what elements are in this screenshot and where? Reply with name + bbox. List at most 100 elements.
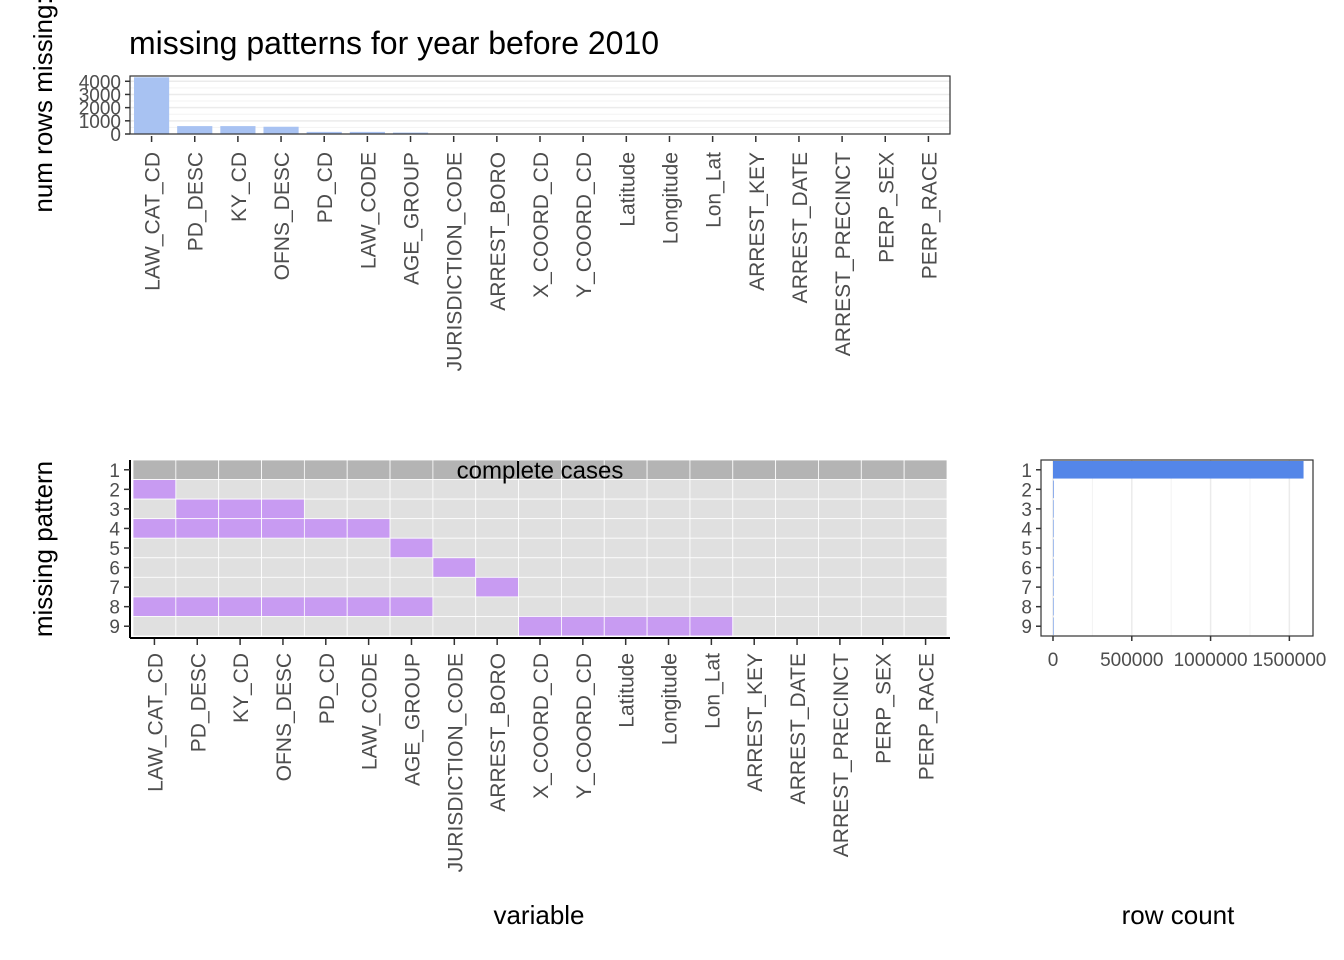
heatmap-y-tick-label: 2 — [109, 480, 120, 501]
pattern-9-arrest_key-present — [732, 616, 777, 637]
top-x-tick-label: X_COORD_CD — [530, 152, 553, 298]
row-count-y-tick-label: 3 — [1021, 500, 1032, 521]
pattern-9-arrest_precinct-present — [818, 616, 862, 637]
top-bar-ofns_desc — [263, 126, 299, 134]
pattern-7-ky_cd-present — [218, 576, 262, 598]
pattern-5-longitude-present — [646, 537, 691, 559]
top-x-tick-label: LAW_CODE — [357, 152, 380, 269]
top-x-tick-label: KY_CD — [228, 152, 251, 222]
top-x-tick-label: AGE_GROUP — [401, 152, 424, 285]
pattern-8-pd_cd-missing — [303, 596, 348, 617]
pattern-2-pd_desc-present — [175, 479, 220, 500]
pattern-3-ofns_desc-missing — [261, 498, 305, 520]
pattern-4-jurisdiction_code-present — [432, 518, 477, 539]
pattern-4-arrest_boro-present — [475, 518, 519, 539]
pattern-5-ofns_desc-present — [261, 537, 305, 559]
heatmap-y-tick-label: 3 — [109, 500, 120, 521]
heatmap-y-tick-label: 7 — [109, 578, 120, 599]
pattern-7-jurisdiction_code-present — [432, 576, 477, 598]
row-count-bar-8 — [1053, 597, 1054, 616]
top-x-tick-label: PD_DESC — [185, 152, 208, 251]
pattern-8-jurisdiction_code-present — [432, 596, 477, 617]
top-y-tick-label: 1000 — [79, 112, 121, 133]
pattern-9-y_coord_cd-missing — [561, 616, 605, 637]
pattern-8-law_code-missing — [346, 596, 391, 617]
pattern-6-pd_desc-present — [175, 557, 220, 578]
pattern-6-lon_lat-present — [689, 557, 734, 578]
row-count-bar-4 — [1053, 519, 1054, 538]
heatmap-y-tick-label: 4 — [109, 519, 120, 540]
pattern-8-perp_race-present — [903, 596, 948, 617]
pattern-1-pd_cd-present — [303, 459, 348, 480]
pattern-9-law_code-present — [346, 616, 391, 637]
pattern-8-ky_cd-missing — [218, 596, 262, 617]
pattern-9-x_coord_cd-missing — [518, 616, 562, 637]
pattern-8-pd_desc-missing — [175, 596, 220, 617]
pattern-5-lon_lat-present — [689, 537, 734, 559]
pattern-3-latitude-present — [603, 498, 648, 520]
row-count-y-tick-label: 2 — [1021, 480, 1032, 501]
row-count-x-tick-label: 1000000 — [1174, 650, 1248, 671]
pattern-3-arrest_key-present — [732, 498, 777, 520]
pattern-7-pd_cd-present — [303, 576, 348, 598]
pattern-3-pd_desc-missing — [175, 498, 220, 520]
row-count-x-tick-label: 1500000 — [1252, 650, 1326, 671]
heatmap-x-tick-label: X_COORD_CD — [530, 653, 553, 799]
heatmap-x-tick-label: KY_CD — [230, 653, 253, 723]
pattern-8-ofns_desc-missing — [261, 596, 305, 617]
row-count-y-tick-label: 4 — [1021, 519, 1032, 540]
pattern-3-perp_sex-present — [860, 498, 905, 520]
heatmap-x-tick-label: LAW_CAT_CD — [144, 653, 167, 792]
heatmap-x-tick-label: PERP_RACE — [916, 653, 939, 780]
row-count-x-tick-label: 500000 — [1100, 650, 1163, 671]
heatmap-x-tick-label: ARREST_KEY — [744, 653, 767, 792]
top-x-tick-label: Longitude — [659, 152, 682, 244]
pattern-9-longitude-missing — [646, 616, 691, 637]
pattern-8-longitude-present — [646, 596, 691, 617]
pattern-2-arrest_key-present — [732, 479, 777, 500]
top-y-tick-label: 4000 — [79, 72, 121, 93]
pattern-4-y_coord_cd-present — [561, 518, 605, 539]
pattern-6-arrest_key-present — [732, 557, 777, 578]
pattern-6-ofns_desc-present — [261, 557, 305, 578]
pattern-9-perp_sex-present — [860, 616, 905, 637]
pattern-2-perp_sex-present — [860, 479, 905, 500]
pattern-3-arrest_boro-present — [475, 498, 519, 520]
pattern-5-perp_race-present — [903, 537, 948, 559]
pattern-1-pd_desc-present — [175, 459, 220, 480]
pattern-9-arrest_boro-present — [475, 616, 519, 637]
top-y-tick-label: 2000 — [79, 99, 121, 120]
pattern-3-y_coord_cd-present — [561, 498, 605, 520]
heatmap-y-tick-label: 1 — [109, 461, 120, 482]
heatmap-x-tick-label: PERP_SEX — [873, 653, 896, 764]
top-bar-law_cat_cd — [134, 77, 170, 134]
pattern-6-perp_sex-present — [860, 557, 905, 578]
heatmap-x-axis-label: variable — [493, 900, 584, 930]
pattern-7-ofns_desc-present — [261, 576, 305, 598]
top-plot-background — [130, 76, 950, 134]
heatmap-y-tick-label: 9 — [109, 617, 120, 638]
pattern-4-pd_cd-missing — [303, 518, 348, 539]
row-count-y-tick-label: 7 — [1021, 578, 1032, 599]
heatmap-y-tick-label: 8 — [109, 598, 120, 619]
pattern-9-age_group-present — [389, 616, 434, 637]
pattern-7-perp_sex-present — [860, 576, 905, 598]
pattern-5-pd_desc-present — [175, 537, 220, 559]
pattern-5-y_coord_cd-present — [561, 537, 605, 559]
pattern-2-pd_cd-present — [303, 479, 348, 500]
pattern-9-ky_cd-present — [218, 616, 262, 637]
heatmap-x-tick-label: Longitude — [659, 653, 682, 745]
top-x-tick-label: JURISDICTION_CODE — [444, 152, 467, 371]
pattern-1-perp_race-present — [903, 459, 948, 480]
pattern-2-arrest_precinct-present — [818, 479, 862, 500]
pattern-1-perp_sex-present — [860, 459, 905, 480]
pattern-3-longitude-present — [646, 498, 691, 520]
heatmap-x-tick-label: Latitude — [616, 653, 639, 728]
pattern-5-arrest_boro-present — [475, 537, 519, 559]
pattern-2-law_cat_cd-missing — [132, 479, 177, 500]
pattern-3-arrest_precinct-present — [818, 498, 862, 520]
pattern-7-arrest_precinct-present — [818, 576, 862, 598]
top-bar-age_group — [392, 132, 429, 134]
